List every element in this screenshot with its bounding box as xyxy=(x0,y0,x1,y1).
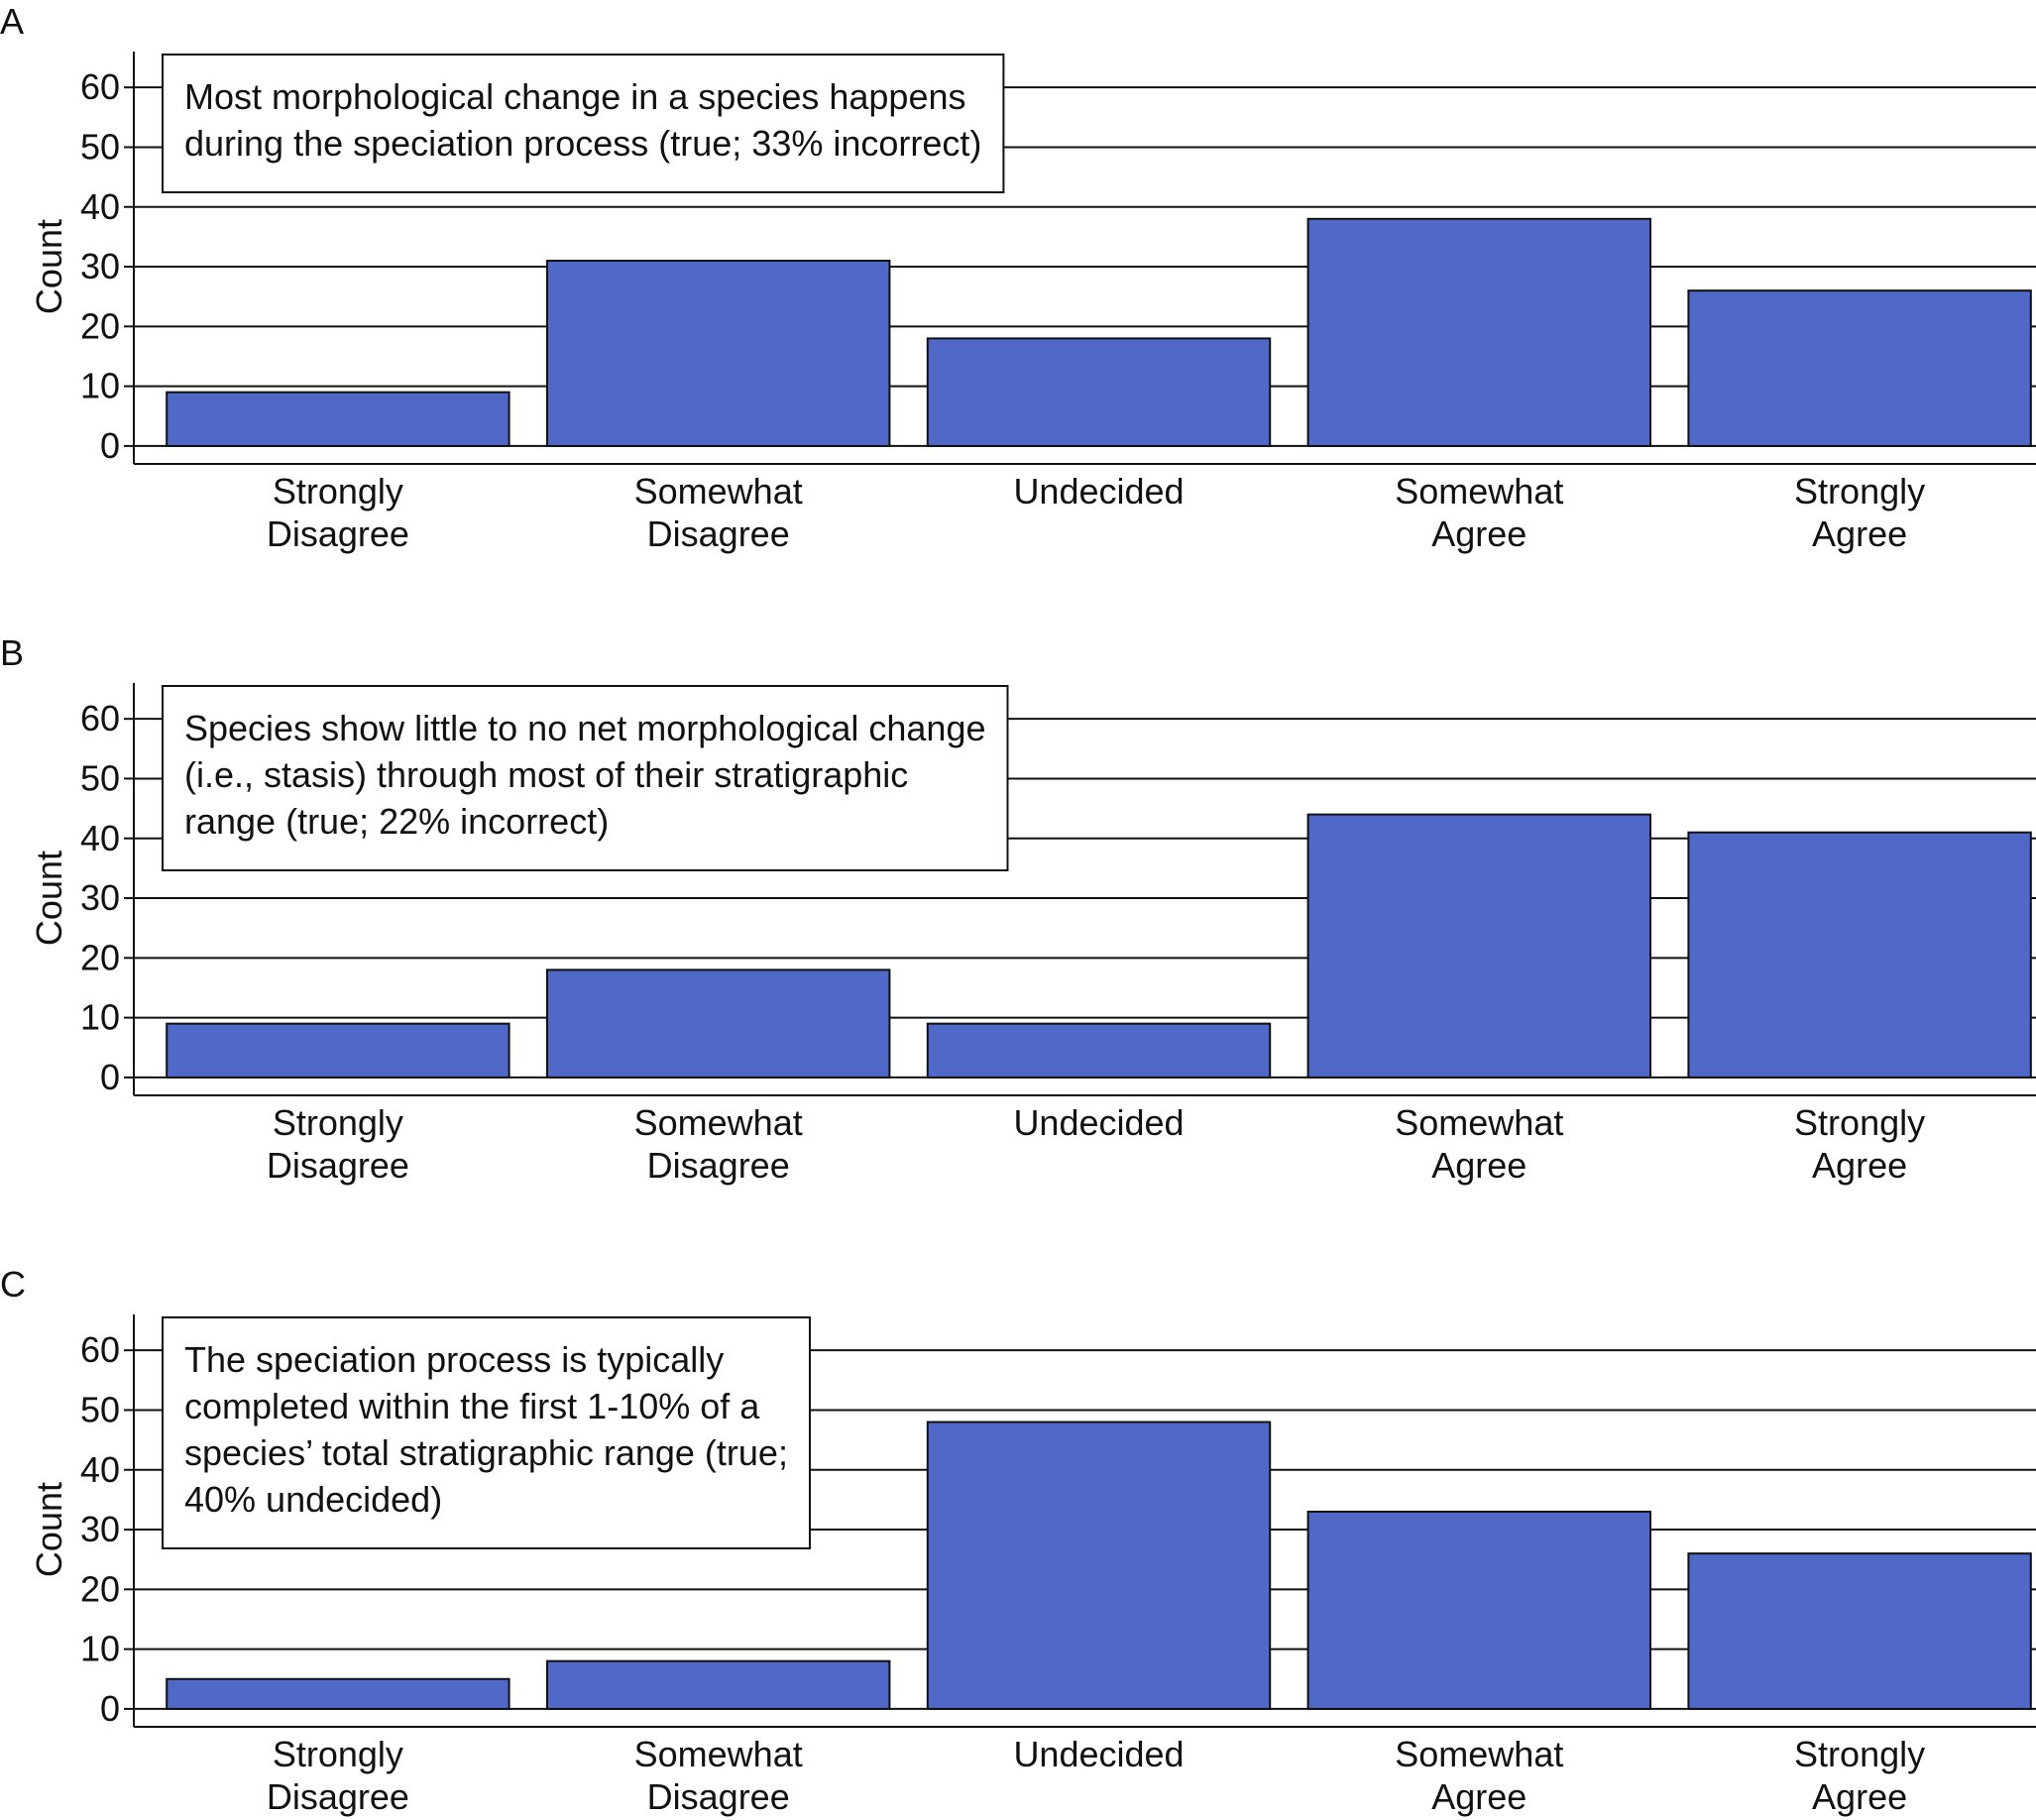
y-tick-label: 20 xyxy=(80,305,120,346)
panel-label: A xyxy=(0,1,24,42)
y-axis-label: Count xyxy=(29,851,69,946)
bar xyxy=(926,1022,1272,1079)
annotation-text: (i.e., stasis) through most of their str… xyxy=(184,754,908,795)
y-axis-label: Count xyxy=(29,219,69,314)
annotation-text: The speciation process is typically xyxy=(184,1339,724,1380)
bar xyxy=(1687,831,2032,1079)
y-tick-label: 0 xyxy=(100,425,120,466)
x-tick-label: Undecided xyxy=(1013,471,1184,512)
bar xyxy=(166,1022,510,1079)
x-tick-label: Strongly Disagree xyxy=(267,471,409,554)
y-tick-label: 10 xyxy=(80,997,120,1038)
annotation-box xyxy=(162,54,1005,193)
y-tick-label: 60 xyxy=(80,1329,120,1370)
annotation-text: during the speciation process (true; 33%… xyxy=(184,123,981,164)
y-tick-label: 40 xyxy=(80,1449,120,1490)
bar xyxy=(1306,217,1652,447)
y-tick-label: 10 xyxy=(80,1629,120,1669)
bar xyxy=(1306,813,1652,1079)
x-tick-label: Somewhat Agree xyxy=(1395,471,1563,554)
annotation-text: Species show little to no net morphologi… xyxy=(184,708,986,748)
bar xyxy=(926,337,1272,447)
annotation-text: 40% undecided) xyxy=(184,1479,442,1520)
bar xyxy=(166,391,510,447)
y-tick-label: 30 xyxy=(80,1509,120,1549)
x-tick-label: Strongly Disagree xyxy=(267,1102,409,1186)
y-tick-label: 0 xyxy=(100,1688,120,1729)
bar xyxy=(1306,1510,1652,1710)
x-tick-label: Undecided xyxy=(1013,1102,1184,1143)
bar xyxy=(1687,1552,2032,1710)
y-tick-label: 40 xyxy=(80,818,120,858)
y-tick-label: 30 xyxy=(80,877,120,918)
bar xyxy=(926,1421,1272,1710)
bar xyxy=(545,1659,891,1710)
x-tick-label: Undecided xyxy=(1013,1734,1184,1774)
y-tick-label: 10 xyxy=(80,366,120,406)
x-tick-label: Somewhat Agree xyxy=(1395,1734,1563,1817)
y-tick-label: 50 xyxy=(80,1389,120,1429)
x-tick-label: Somewhat Disagree xyxy=(634,1102,803,1186)
x-tick-label: Strongly Disagree xyxy=(267,1734,409,1817)
x-tick-label: Somewhat Disagree xyxy=(634,471,803,554)
y-tick-label: 40 xyxy=(80,186,120,227)
bar xyxy=(545,260,891,447)
x-tick-label: Strongly Agree xyxy=(1794,471,1925,554)
annotation-box xyxy=(162,685,1009,871)
y-tick-label: 50 xyxy=(80,757,120,798)
y-tick-label: 60 xyxy=(80,698,120,739)
annotation-text: completed within the first 1-10% of a xyxy=(184,1386,760,1426)
x-tick-label: Strongly Agree xyxy=(1794,1102,1925,1186)
x-tick-label: Somewhat Agree xyxy=(1395,1102,1563,1186)
panel-label: C xyxy=(0,1264,26,1305)
y-axis-label: Count xyxy=(29,1482,69,1577)
bar xyxy=(166,1677,510,1710)
bar xyxy=(1687,289,2032,447)
y-tick-label: 50 xyxy=(80,126,120,167)
y-tick-label: 60 xyxy=(80,66,120,107)
annotation-text: range (true; 22% incorrect) xyxy=(184,801,609,842)
y-tick-label: 20 xyxy=(80,1568,120,1609)
annotation-box xyxy=(162,1316,811,1549)
y-tick-label: 20 xyxy=(80,937,120,977)
annotation-text: species’ total stratigraphic range (true… xyxy=(184,1432,788,1473)
bar xyxy=(545,968,891,1079)
y-tick-label: 30 xyxy=(80,246,120,286)
x-tick-label: Strongly Agree xyxy=(1794,1734,1925,1817)
annotation-text: Most morphological change in a species h… xyxy=(184,76,965,117)
y-tick-label: 0 xyxy=(100,1057,120,1097)
x-tick-label: Somewhat Disagree xyxy=(634,1734,803,1817)
panel-label: B xyxy=(0,632,24,673)
